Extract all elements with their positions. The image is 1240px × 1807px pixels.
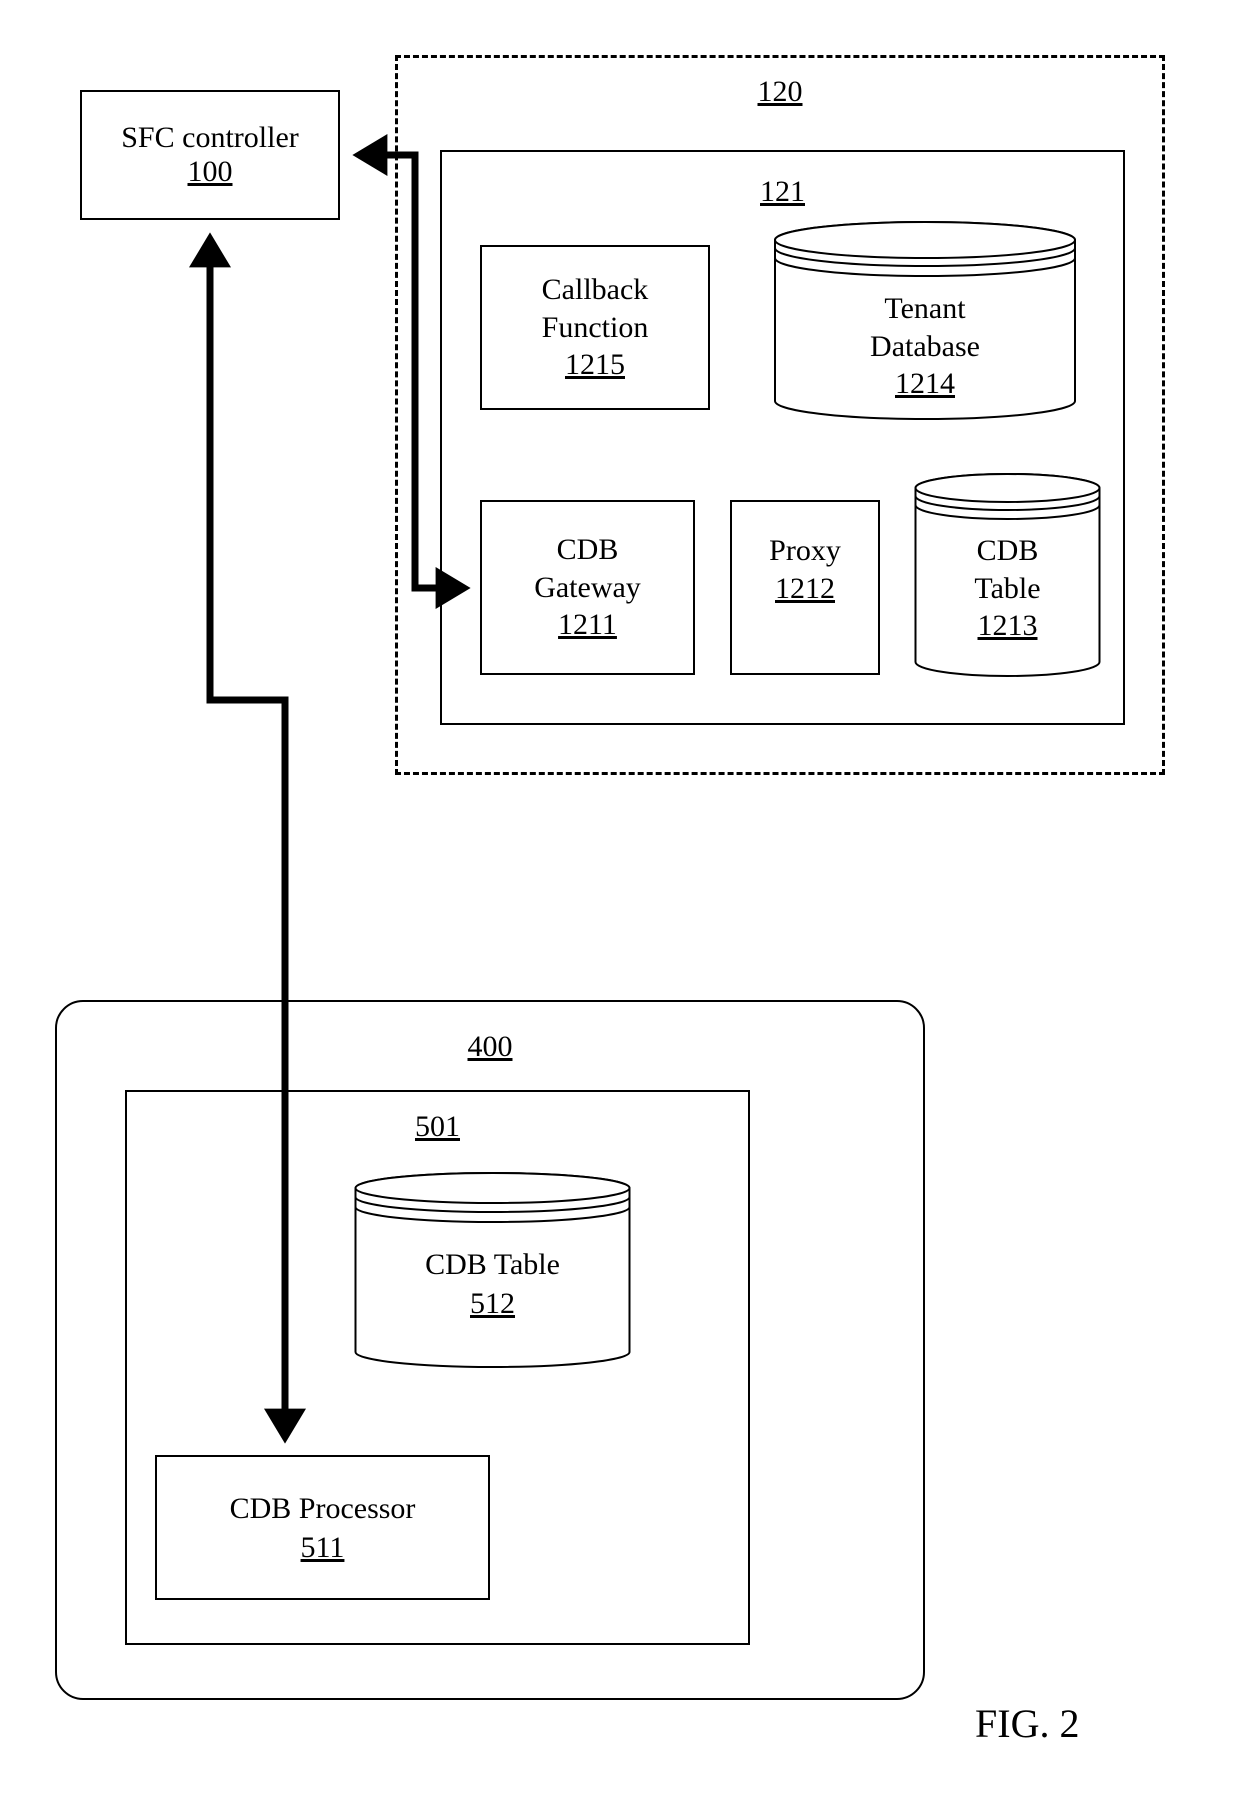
cdb-gateway-box: CDB Gateway 1211 [480,500,695,675]
sfc-controller-num: 100 [188,155,233,189]
proxy-line1: Proxy [769,532,841,570]
callback-line1: Callback [542,271,649,309]
cdbgw-num: 1211 [558,606,617,644]
sfc-controller-title: SFC controller [121,121,299,155]
cdb-table-512-cylinder: CDB Table 512 [350,1170,635,1370]
cdbtable1-line1: CDB [910,532,1105,570]
cdbtable2-line1: CDB Table [350,1245,635,1284]
cdbproc-num: 511 [301,1528,345,1567]
container-120-num: 120 [395,75,1165,109]
callback-num: 1215 [565,346,625,384]
tenantdb-num: 1214 [770,365,1080,403]
cdbgw-line1: CDB [557,531,619,569]
proxy-box: Proxy 1212 [730,500,880,675]
sfc-controller-box: SFC controller 100 [80,90,340,220]
figure-label: FIG. 2 [975,1700,1079,1747]
tenantdb-line1: Tenant [770,290,1080,328]
cdbgw-line2: Gateway [534,569,641,607]
tenant-database-cylinder: Tenant Database 1214 [770,218,1080,423]
tenantdb-line2: Database [770,328,1080,366]
cdb-table-1213-cylinder: CDB Table 1213 [910,470,1105,680]
container-400-num: 400 [55,1030,925,1064]
cdb-processor-box: CDB Processor 511 [155,1455,490,1600]
cdbtable1-num: 1213 [910,607,1105,645]
proxy-num: 1212 [775,570,835,608]
box-121-num: 121 [440,175,1125,209]
cdbproc-line1: CDB Processor [230,1489,416,1528]
box-501-num: 501 [125,1110,750,1144]
cdbtable2-num: 512 [350,1284,635,1323]
diagram-canvas: SFC controller 100 120 121 Callback Func… [0,0,1240,1807]
callback-function-box: Callback Function 1215 [480,245,710,410]
cdbtable1-line2: Table [910,570,1105,608]
callback-line2: Function [542,309,649,347]
